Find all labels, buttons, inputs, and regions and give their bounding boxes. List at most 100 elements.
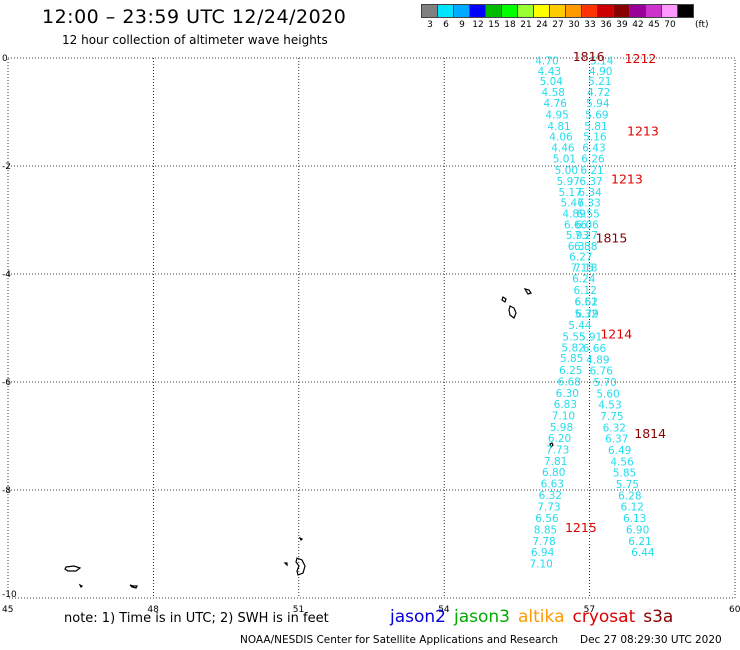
wave-height-label: 7.78	[532, 536, 555, 548]
wave-height-label: 6.24	[572, 273, 596, 285]
wave-height-label: 5.75	[616, 479, 639, 491]
color-legend-labels: 3 6 9 12 15 18 21 24 27 30 33 36 39 42 45 70 (ft)	[421, 20, 740, 34]
wave-height-label: 6.37	[605, 434, 628, 446]
island-outline	[501, 296, 507, 303]
wave-height-label: 6.94	[531, 547, 555, 559]
wave-height-label: 6.88	[574, 241, 597, 253]
y-tick-label: -8	[2, 486, 11, 496]
legend-label: 6	[443, 20, 449, 30]
wave-height-label: 7.73	[537, 502, 560, 514]
wave-height-label: 6.66	[564, 219, 588, 231]
legend-label: 12	[472, 20, 484, 30]
wave-height-label: 5.81	[584, 121, 607, 133]
wave-height-label: 5.00	[555, 165, 578, 177]
wave-height-label: 5.97	[557, 176, 580, 188]
island-outline	[523, 288, 532, 295]
wave-height-label: 4.53	[598, 400, 621, 412]
wave-height-label: 6.25	[559, 365, 582, 377]
wave-height-label: 6.32	[539, 490, 562, 502]
wave-height-label: 6.12	[621, 502, 644, 514]
legend-label: 70	[664, 20, 676, 30]
wave-height-label: 5.85	[560, 353, 583, 365]
wave-height-label: 6.43	[582, 143, 605, 155]
satellite-s3a: s3a	[643, 607, 674, 627]
wave-height-label: 4.70	[535, 56, 558, 68]
wave-height-label: 6.06	[575, 219, 599, 231]
wave-height-label: 5.94	[586, 98, 610, 110]
wave-height-label: 4.06	[549, 131, 573, 143]
pass-time-label: 1213	[611, 172, 643, 187]
wave-height-label: 5.85	[613, 468, 636, 480]
footer-timestamp: Dec 27 08:29:30 UTC 2020	[580, 634, 722, 646]
wave-height-label: 4.89	[562, 209, 585, 221]
island-outline	[508, 305, 517, 319]
wave-height-label: 6.63	[541, 479, 564, 491]
wave-height-label: 6.51	[575, 297, 598, 309]
wave-height-label: 7.27	[575, 230, 598, 242]
legend-label: 36	[600, 20, 612, 30]
pass-time-label: 1816	[573, 49, 605, 64]
wave-height-label: 6.32	[603, 422, 626, 434]
legend-label: 24	[536, 20, 548, 30]
wave-height-label: 6.37	[579, 176, 602, 188]
wave-height-label: 6.80	[542, 467, 565, 479]
wave-height-label: 6.34	[578, 187, 602, 199]
wave-height-label: 6.44	[631, 547, 655, 559]
wave-height-label: 6.55	[576, 209, 599, 221]
legend-label: 39	[616, 20, 628, 30]
wave-height-label: 5.82	[561, 342, 584, 354]
wave-height-label: 5.60	[596, 388, 619, 400]
x-tick-label: 45	[2, 605, 13, 615]
wave-height-label: 4.46	[551, 143, 575, 155]
wave-height-label: 6.20	[548, 433, 571, 445]
wave-height-label: 8.85	[534, 524, 557, 536]
wave-height-label: 6.27	[569, 252, 592, 264]
map-note: note: 1) Time is in UTC; 2) SWH is in fe…	[64, 611, 329, 626]
legend-label: 21	[520, 20, 532, 30]
wave-height-label: 5.47	[560, 198, 583, 210]
island-outline	[78, 583, 84, 589]
legend-label: 3	[427, 20, 433, 30]
wave-height-label: 6.26	[581, 153, 605, 165]
wave-height-label: 4.95	[545, 110, 568, 122]
wave-height-label: 6.33	[568, 241, 591, 253]
wave-height-label: 5.32	[575, 308, 598, 320]
island-outline	[64, 565, 82, 572]
legend-label: 9	[459, 20, 465, 30]
pass-time-label: 1214	[600, 326, 632, 341]
wave-height-label: 6.90	[626, 524, 649, 536]
wave-height-label: 5.44	[568, 320, 592, 332]
pass-time-label: 1215	[565, 520, 597, 535]
wave-height-label: 6.21	[580, 165, 603, 177]
wave-height-label: 7.75	[600, 411, 623, 423]
footer-credit: NOAA/NESDIS Center for Satellite Applica…	[240, 634, 558, 646]
legend-label: 27	[552, 20, 564, 30]
wave-height-label: 5.70	[593, 377, 616, 389]
satellite-legend: jason2 jason3 altika cryosat s3a	[390, 607, 681, 627]
wave-height-label: 5.93	[566, 230, 589, 242]
wave-height-label: 5.14	[590, 56, 614, 68]
pass-time-label: 1212	[625, 51, 657, 66]
wave-height-label: 5.55	[562, 332, 585, 344]
satellite-cryosat: cryosat	[572, 607, 636, 627]
island-outline	[298, 536, 304, 542]
wave-height-label: 4.58	[542, 87, 565, 99]
wave-height-label: 4.81	[547, 121, 570, 133]
y-tick-label: 0	[2, 54, 8, 64]
satellite-altika: altika	[518, 607, 565, 627]
legend-label: 30	[568, 20, 580, 30]
wave-height-label: 5.04	[540, 76, 564, 88]
page-subtitle: 12 hour collection of altimeter wave hei…	[62, 33, 328, 47]
wave-height-label: 7.81	[544, 456, 567, 468]
legend-label: 42	[632, 20, 644, 30]
y-tick-label: -10	[2, 590, 17, 600]
pass-time-label: 1213	[627, 123, 659, 138]
wave-height-label: 6.79	[575, 308, 598, 320]
wave-height-label: 6.68	[558, 376, 581, 388]
wave-height-label: 6.13	[623, 513, 646, 525]
y-tick-label: -6	[2, 378, 11, 388]
wave-height-label: 5.91	[579, 332, 602, 344]
satellite-jason3: jason3	[454, 607, 510, 627]
wave-height-label: 5.16	[583, 131, 607, 143]
